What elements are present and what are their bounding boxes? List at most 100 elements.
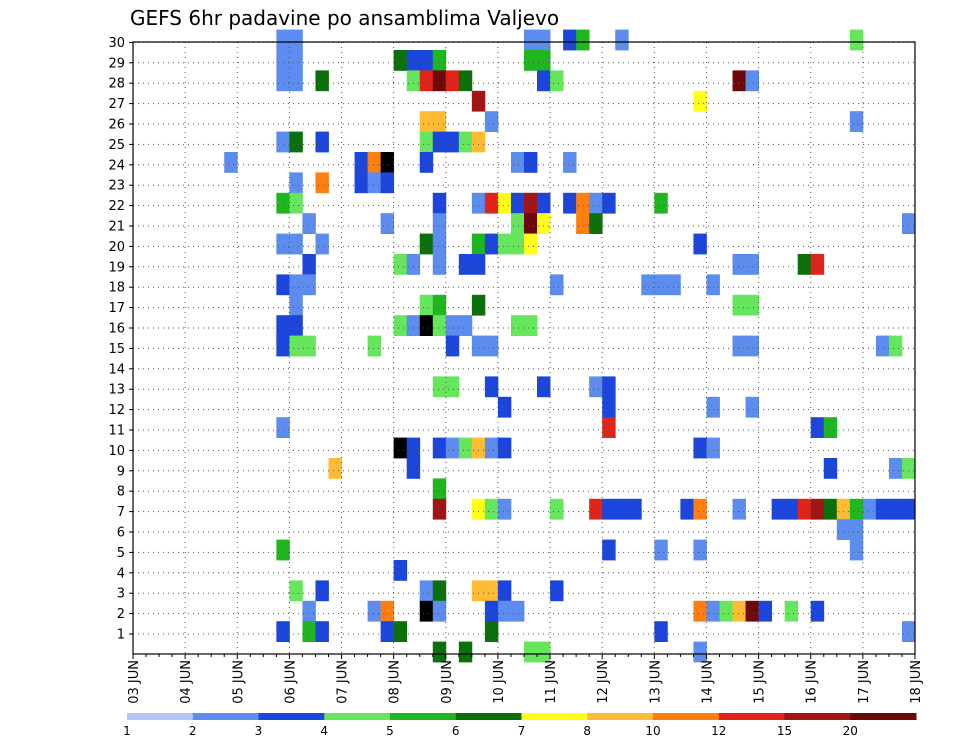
colorbar-label: 8 bbox=[583, 724, 591, 738]
heatmap-cell bbox=[589, 498, 603, 520]
heatmap-cell bbox=[406, 70, 421, 92]
heatmap-cell bbox=[445, 376, 460, 398]
y-tick-label: 20 bbox=[108, 240, 125, 255]
heatmap-cell bbox=[432, 376, 447, 398]
heatmap-cell bbox=[445, 131, 460, 153]
heatmap-cell bbox=[432, 498, 447, 520]
heatmap-cell bbox=[432, 600, 447, 622]
y-tick-label: 14 bbox=[108, 362, 125, 377]
heatmap-cell bbox=[224, 152, 238, 173]
heatmap-cell bbox=[393, 437, 408, 459]
heatmap-cell bbox=[732, 70, 746, 92]
heatmap-cell bbox=[510, 192, 525, 214]
heatmap-cell bbox=[771, 498, 786, 520]
heatmap-cell bbox=[693, 600, 707, 622]
y-tick-label: 13 bbox=[108, 383, 125, 398]
heatmap-cell bbox=[432, 254, 447, 275]
heatmap-cell bbox=[497, 192, 512, 214]
heatmap-cell bbox=[862, 498, 877, 520]
heatmap-cell bbox=[510, 152, 525, 173]
heatmap-cell bbox=[484, 580, 499, 602]
y-tick-label: 16 bbox=[108, 322, 125, 337]
x-tick-label: 08 JUN bbox=[388, 660, 403, 704]
heatmap-cell bbox=[732, 335, 746, 357]
heatmap-cell bbox=[458, 641, 473, 663]
heatmap-cell bbox=[419, 152, 434, 173]
heatmap-cell bbox=[745, 600, 759, 622]
colorbar-label: 15 bbox=[777, 724, 792, 738]
heatmap-cell bbox=[602, 376, 616, 398]
heatmap-cell bbox=[315, 70, 329, 92]
heatmap-cell bbox=[654, 274, 668, 296]
heatmap-cell bbox=[432, 641, 447, 663]
heatmap-cell bbox=[289, 233, 303, 255]
heatmap-cell bbox=[484, 335, 499, 357]
colorbar-swatch bbox=[258, 713, 325, 720]
heatmap-cell bbox=[537, 29, 551, 51]
heatmap-cell bbox=[354, 172, 368, 194]
heatmap-cell bbox=[471, 131, 486, 153]
colorbar-swatch bbox=[192, 713, 259, 720]
heatmap-cell bbox=[849, 29, 864, 51]
heatmap-cell bbox=[302, 274, 316, 296]
heatmap-cell bbox=[289, 172, 303, 194]
heatmap-cell bbox=[875, 335, 890, 357]
heatmap-cell bbox=[550, 274, 564, 296]
colorbar-label: 12 bbox=[711, 724, 726, 738]
plot-frame bbox=[132, 41, 916, 655]
heatmap-cell bbox=[654, 539, 668, 561]
heatmap-cell bbox=[901, 498, 916, 520]
heatmap-cell bbox=[471, 437, 486, 459]
y-tick-label: 2 bbox=[117, 607, 125, 622]
heatmap-cell bbox=[302, 213, 316, 234]
colorbar-swatch bbox=[324, 713, 391, 720]
heatmap-cell bbox=[445, 70, 460, 92]
heatmap-cell bbox=[432, 294, 447, 316]
heatmap-cell bbox=[589, 213, 603, 234]
colorbar-swatch bbox=[127, 713, 194, 720]
x-tick-label: 18 JUN bbox=[909, 660, 924, 704]
heatmap-cell bbox=[276, 29, 290, 51]
y-tick-label: 30 bbox=[108, 36, 125, 51]
heatmap-cell bbox=[537, 192, 551, 214]
heatmap-cell bbox=[745, 70, 759, 92]
heatmap-cell bbox=[315, 172, 329, 194]
heatmap-cell bbox=[276, 70, 290, 92]
x-tick-label: 06 JUN bbox=[283, 660, 298, 704]
heatmap-cell bbox=[432, 478, 447, 500]
heatmap-cell bbox=[445, 315, 460, 336]
heatmap-cell bbox=[289, 131, 303, 153]
heatmap-cell bbox=[393, 50, 408, 71]
colorbar-label: 5 bbox=[386, 724, 394, 738]
heatmap-cell bbox=[419, 131, 434, 153]
heatmap-cell bbox=[471, 192, 486, 214]
y-tick-label: 22 bbox=[108, 199, 125, 214]
heatmap-cell bbox=[836, 519, 851, 540]
heatmap-cell bbox=[289, 294, 303, 316]
heatmap-cell bbox=[537, 70, 551, 92]
x-tick-label: 14 JUN bbox=[700, 660, 715, 704]
heatmap-cell bbox=[432, 131, 447, 153]
heatmap-cell bbox=[823, 498, 838, 520]
heatmap-cell bbox=[875, 498, 890, 520]
heatmap-cell bbox=[484, 498, 499, 520]
heatmap-cell bbox=[706, 600, 720, 622]
heatmap-cell bbox=[276, 539, 290, 561]
heatmap-cell bbox=[393, 621, 408, 642]
heatmap-cell bbox=[289, 50, 303, 71]
heatmap-cell bbox=[719, 600, 733, 622]
heatmap-cell bbox=[706, 274, 720, 296]
x-tick-label: 13 JUN bbox=[648, 660, 663, 704]
heatmap-cell bbox=[628, 498, 642, 520]
heatmap-cell bbox=[537, 376, 551, 398]
heatmap-cell bbox=[497, 600, 512, 622]
heatmap-cell bbox=[276, 274, 290, 296]
heatmap-cell bbox=[693, 90, 707, 112]
heatmap-cell bbox=[471, 580, 486, 602]
heatmap-cell bbox=[680, 498, 694, 520]
heatmap-cell bbox=[289, 29, 303, 51]
heatmap-cell bbox=[537, 641, 551, 663]
colorbar-swatch bbox=[653, 713, 720, 720]
colorbar-swatch bbox=[718, 713, 785, 720]
heatmap-cell bbox=[849, 519, 864, 540]
